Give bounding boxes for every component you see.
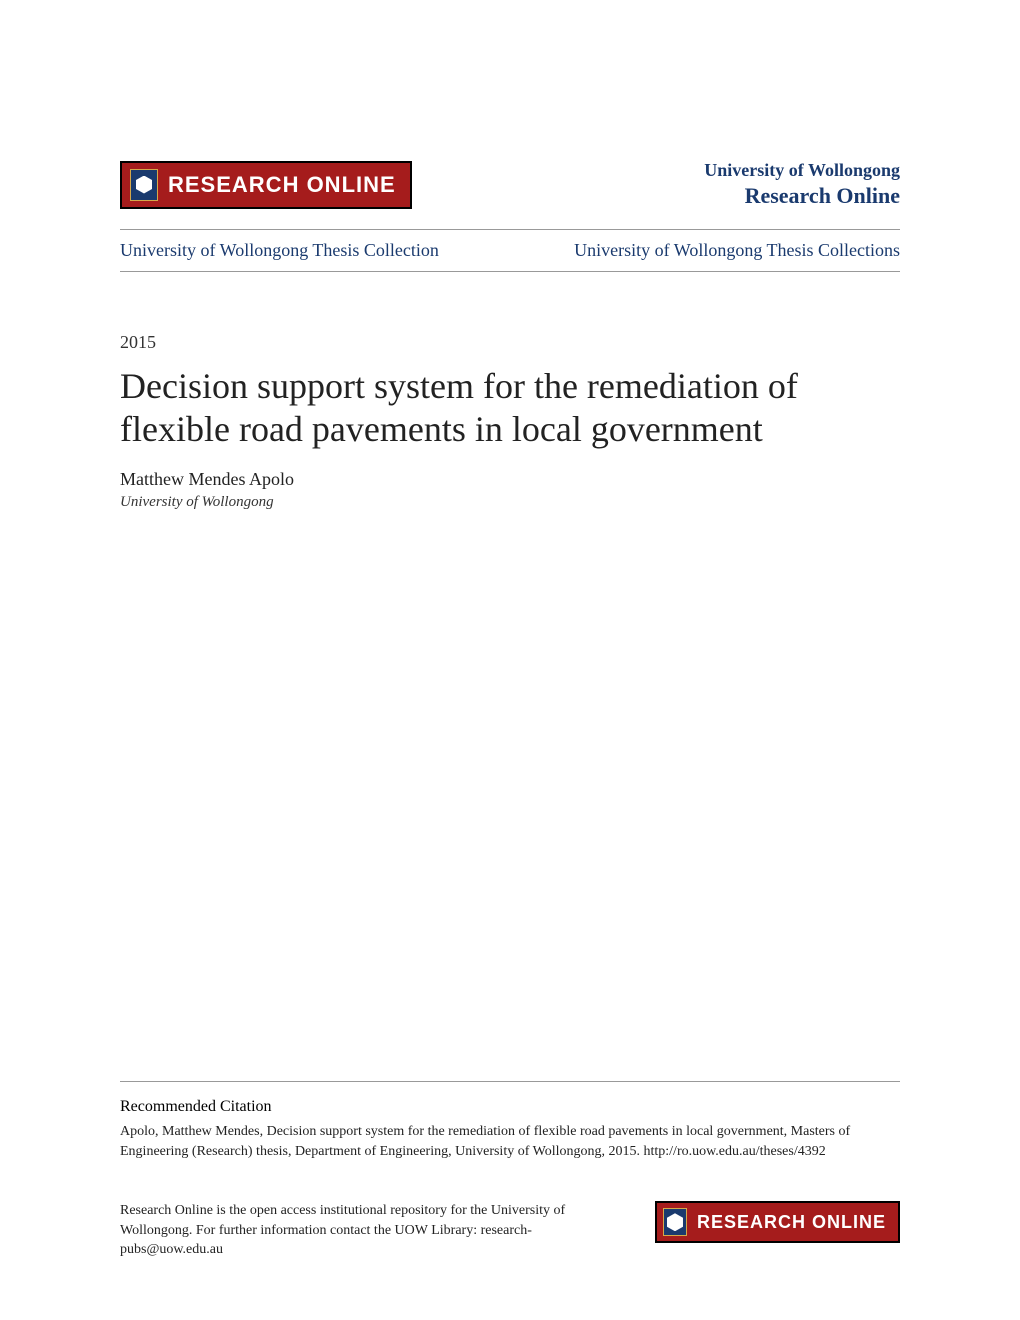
author-name: Matthew Mendes Apolo [120,469,900,490]
author-affiliation: University of Wollongong [120,494,900,511]
footer-research-online-logo[interactable]: RESEARCH ONLINE [655,1201,900,1243]
shield-icon [130,169,158,201]
nav-link-thesis-collections[interactable]: University of Wollongong Thesis Collecti… [574,240,900,261]
logo-banner-text: RESEARCH ONLINE [168,172,396,198]
document-page: RESEARCH ONLINE University of Wollongong… [0,0,1020,1320]
footer-divider [120,1081,900,1082]
footer-row: Research Online is the open access insti… [120,1201,900,1260]
publication-year: 2015 [120,332,900,353]
footer-logo-container: RESEARCH ONLINE [655,1201,900,1243]
citation-text: Apolo, Matthew Mendes, Decision support … [120,1122,900,1161]
footer-section: Recommended Citation Apolo, Matthew Mend… [120,1081,900,1260]
site-name[interactable]: Research Online [704,183,900,209]
breadcrumb-nav: University of Wollongong Thesis Collecti… [120,229,900,272]
shield-icon [663,1208,687,1236]
research-online-logo-banner[interactable]: RESEARCH ONLINE [120,161,412,209]
citation-heading: Recommended Citation [120,1098,900,1116]
header-row: RESEARCH ONLINE University of Wollongong… [120,160,900,209]
university-name[interactable]: University of Wollongong [704,160,900,181]
header-right-block: University of Wollongong Research Online [704,160,900,209]
footer-disclaimer: Research Online is the open access insti… [120,1201,615,1260]
document-title: Decision support system for the remediat… [120,365,900,451]
nav-link-thesis-collection[interactable]: University of Wollongong Thesis Collecti… [120,240,439,261]
document-body: 2015 Decision support system for the rem… [120,332,900,511]
footer-logo-text: RESEARCH ONLINE [697,1212,886,1233]
